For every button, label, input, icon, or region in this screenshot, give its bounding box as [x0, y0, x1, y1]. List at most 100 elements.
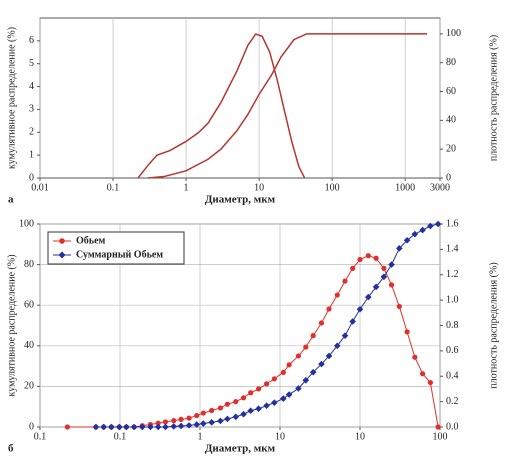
- marker: [427, 379, 433, 386]
- marker: [162, 419, 169, 425]
- y-tick-label: 1: [29, 149, 34, 160]
- legend-label: Обьем: [76, 235, 106, 246]
- marker: [263, 402, 270, 409]
- x-tick-label: 0.1: [34, 431, 47, 442]
- marker: [309, 368, 317, 376]
- marker: [255, 386, 262, 392]
- series-line: [67, 255, 439, 428]
- marker: [365, 253, 371, 259]
- marker: [200, 420, 207, 427]
- y-tick-label: 0: [29, 421, 34, 432]
- marker: [217, 405, 224, 411]
- marker: [302, 377, 310, 384]
- y2-tick-label: 60: [446, 86, 456, 97]
- marker: [108, 423, 115, 431]
- y2-tick-label: 100: [446, 28, 461, 39]
- marker: [224, 401, 230, 407]
- marker: [349, 318, 356, 325]
- marker: [295, 353, 302, 359]
- y-tick-label: 4: [29, 81, 34, 92]
- y2-tick-label: 1.6: [446, 218, 459, 229]
- marker: [427, 222, 434, 230]
- marker: [295, 385, 302, 392]
- marker: [434, 220, 442, 228]
- marker: [247, 407, 254, 415]
- marker: [185, 422, 193, 429]
- marker: [233, 399, 239, 405]
- marker: [193, 421, 201, 428]
- marker: [342, 278, 348, 284]
- marker: [419, 226, 426, 234]
- x-tick-label: 0.1: [114, 431, 127, 442]
- marker: [217, 417, 224, 425]
- y-tick-label: 80: [24, 259, 34, 270]
- x-tick-label: 10: [254, 182, 264, 193]
- marker: [285, 391, 293, 398]
- y2-tick-label: 0.0: [446, 421, 459, 432]
- x-tick-label: 100: [325, 182, 340, 193]
- marker: [248, 390, 254, 396]
- marker: [209, 407, 215, 414]
- marker: [380, 273, 388, 281]
- panel-label: а: [8, 194, 14, 206]
- marker: [154, 423, 162, 431]
- series-line: [147, 33, 428, 179]
- y-tick-label: 2: [29, 127, 34, 138]
- y2-tick-label: 0.8: [446, 320, 459, 331]
- marker: [318, 360, 325, 368]
- y2-tick-label: 0.4: [446, 371, 459, 382]
- marker: [162, 423, 169, 431]
- y2-tick-label: 1.2: [446, 269, 459, 280]
- x-tick-label: 1: [198, 431, 203, 442]
- marker: [404, 329, 410, 335]
- marker: [232, 413, 240, 421]
- series-line: [137, 33, 306, 179]
- marker: [403, 236, 411, 244]
- marker: [356, 305, 364, 313]
- y-tick-label: 20: [24, 381, 34, 392]
- y2-tick-label: 0.6: [446, 345, 459, 356]
- marker: [325, 352, 333, 360]
- x-tick-label: 0.1: [107, 182, 120, 193]
- marker: [208, 419, 215, 426]
- y-axis-label: кумулятивное распределение (%): [6, 254, 17, 396]
- marker: [396, 303, 402, 310]
- marker: [365, 293, 372, 301]
- marker: [170, 423, 178, 430]
- marker: [155, 420, 161, 426]
- y2-tick-label: 40: [446, 115, 456, 126]
- panel-label: б: [8, 443, 14, 455]
- marker: [240, 410, 247, 418]
- y-tick-label: 5: [29, 58, 34, 69]
- marker: [419, 371, 426, 377]
- marker: [130, 423, 138, 431]
- y-tick-label: 6: [29, 35, 34, 46]
- y-tick-label: 60: [24, 299, 34, 310]
- y-tick-label: 0: [29, 172, 34, 183]
- marker: [264, 381, 270, 387]
- plot-area: [39, 17, 441, 179]
- y2-axis-label: плотность распределения (%): [488, 262, 499, 388]
- y2-tick-label: 80: [446, 57, 456, 68]
- marker: [310, 333, 316, 339]
- marker: [194, 412, 200, 419]
- marker: [177, 422, 185, 430]
- x-tick-label: 10: [275, 431, 285, 442]
- marker: [200, 410, 206, 416]
- y2-tick-label: 20: [446, 143, 456, 154]
- y2-tick-label: 0.2: [446, 396, 459, 407]
- y2-tick-label: 0: [446, 172, 451, 183]
- x-tick-label: 1000: [395, 182, 415, 193]
- x-tick-label: 3000: [430, 182, 450, 193]
- marker: [224, 415, 231, 423]
- marker: [271, 399, 278, 406]
- y2-axis-label: плотность распределения (%): [488, 35, 499, 161]
- marker: [271, 376, 277, 382]
- marker: [435, 424, 441, 430]
- y-tick-label: 40: [24, 340, 34, 351]
- x-tick-label: 1: [184, 182, 189, 193]
- marker: [357, 256, 363, 263]
- marker: [341, 332, 349, 339]
- marker: [255, 405, 262, 413]
